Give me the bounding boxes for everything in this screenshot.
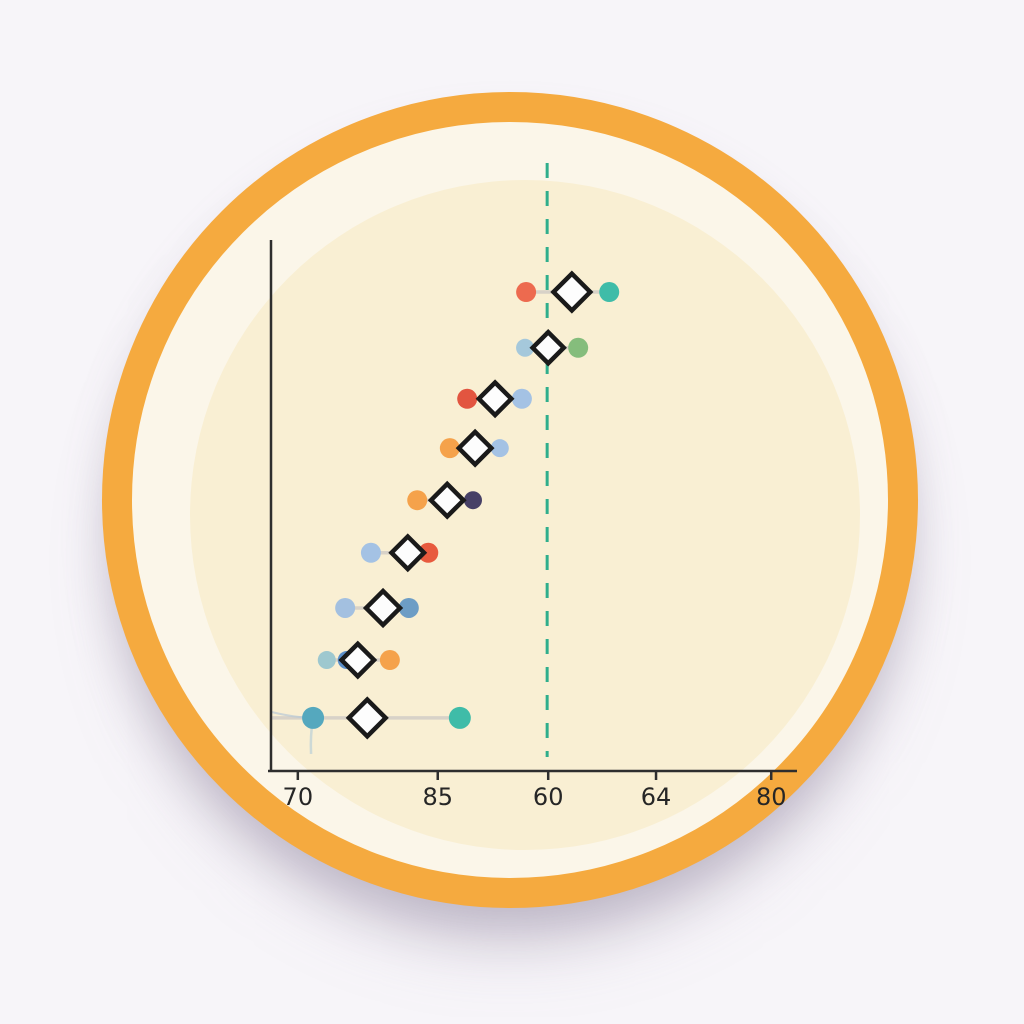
data-point xyxy=(398,597,419,618)
summary-diamond xyxy=(475,379,515,419)
data-point xyxy=(335,597,356,618)
data-point xyxy=(317,651,336,670)
tick-label: 64 xyxy=(641,783,672,811)
summary-diamond xyxy=(455,428,495,468)
tick-label: 85 xyxy=(422,783,453,811)
data-point xyxy=(457,388,478,409)
tick-label: 80 xyxy=(756,783,787,811)
data-point xyxy=(418,542,439,563)
data-point xyxy=(599,282,620,303)
tick-label: 60 xyxy=(533,783,564,811)
data-point xyxy=(568,337,589,358)
data-point xyxy=(463,491,482,510)
data-point xyxy=(302,706,325,729)
summary-diamond xyxy=(550,270,594,314)
summary-diamond xyxy=(388,533,428,573)
data-point xyxy=(379,650,400,671)
data-point xyxy=(360,542,381,563)
summary-diamond xyxy=(345,696,389,740)
data-point xyxy=(407,490,428,511)
summary-diamond xyxy=(529,329,567,367)
data-point xyxy=(490,439,509,458)
tick-label: 70 xyxy=(283,783,314,811)
data-point xyxy=(439,438,460,459)
data-point xyxy=(516,338,535,357)
data-point xyxy=(516,282,537,303)
summary-diamond xyxy=(338,640,378,680)
data-point xyxy=(511,388,532,409)
summary-diamond xyxy=(362,587,404,629)
summary-diamond xyxy=(427,480,467,520)
data-point xyxy=(448,706,471,729)
